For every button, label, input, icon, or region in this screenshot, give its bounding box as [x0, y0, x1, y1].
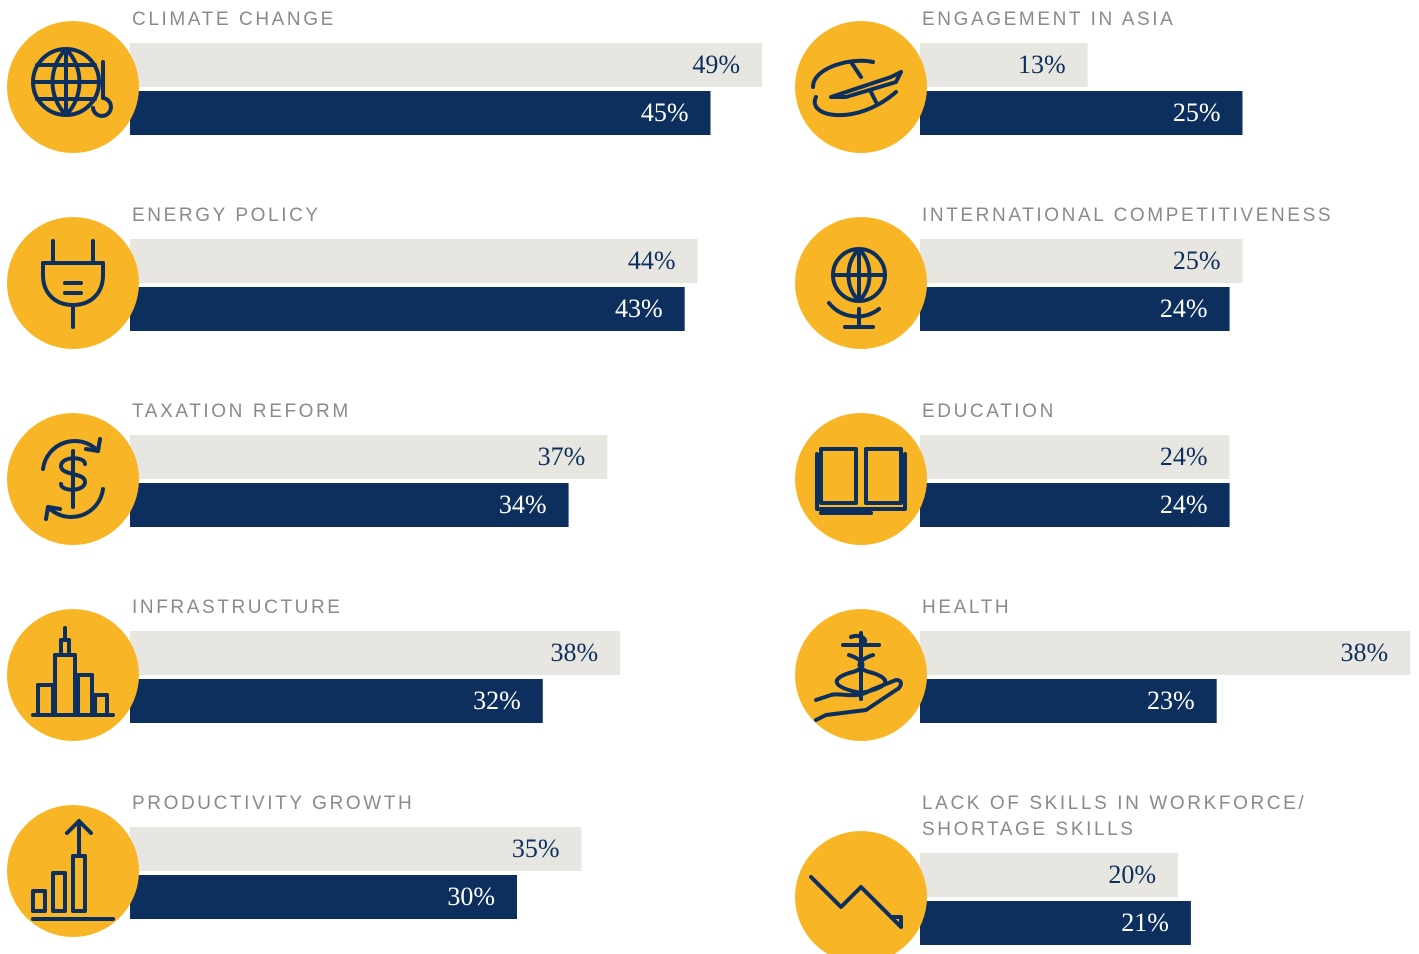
bar [130, 43, 763, 87]
value-label: 43% [615, 294, 663, 323]
icon-circle [7, 21, 139, 153]
bar [920, 287, 1230, 331]
value-label: 35% [511, 834, 560, 863]
value-label: 30% [447, 882, 495, 911]
value-label: 24% [1159, 490, 1208, 519]
bar [920, 435, 1230, 479]
bar [920, 43, 1088, 87]
panel-title: LACK OF SKILLS IN WORKFORCE/ SHORTAGE SK… [922, 793, 1307, 840]
bar [130, 91, 711, 135]
bar [130, 875, 517, 919]
bar [920, 483, 1230, 527]
value-label: 24% [1159, 294, 1208, 323]
icon-circle [795, 413, 927, 545]
bar [130, 631, 621, 675]
panel-title: INTERNATIONAL COMPETITIVENESS [922, 205, 1334, 226]
icon-shape [41, 239, 105, 329]
bar [920, 901, 1191, 945]
value-label: 25% [1172, 98, 1221, 127]
icon [814, 631, 903, 722]
value-label: 25% [1172, 246, 1221, 275]
bar [920, 679, 1217, 723]
panel-title: EDUCATION [922, 401, 1056, 422]
value-label: 45% [640, 98, 689, 127]
icon [815, 447, 907, 515]
bar [130, 239, 698, 283]
value-label: 23% [1147, 686, 1195, 715]
icon-shape [815, 447, 907, 515]
bar [130, 679, 543, 723]
panel-title: ENGAGEMENT IN ASIA [922, 9, 1176, 30]
bar [130, 287, 685, 331]
bar [130, 435, 608, 479]
icon-shape [811, 58, 903, 118]
panel-title: HEALTH [922, 597, 1012, 618]
bar [130, 483, 569, 527]
icon-shape [814, 631, 903, 722]
bar [920, 239, 1243, 283]
icon-shape [31, 626, 115, 717]
bar [920, 91, 1243, 135]
icon-shape [31, 819, 115, 921]
icon [41, 239, 105, 329]
value-label: 20% [1108, 860, 1156, 889]
icon [41, 437, 105, 521]
value-label: 44% [627, 246, 676, 275]
panel-title: TAXATION REFORM [132, 401, 351, 422]
value-label: 21% [1121, 908, 1169, 937]
value-label: 32% [473, 686, 521, 715]
icon [811, 58, 903, 118]
panel-title: CLIMATE CHANGE [132, 9, 336, 30]
icon [827, 247, 887, 329]
value-label: 38% [1340, 638, 1389, 667]
icon [809, 875, 903, 929]
value-label: 13% [1018, 50, 1066, 79]
icon-shape [827, 247, 887, 329]
value-label: 38% [550, 638, 599, 667]
icon-shape [31, 47, 113, 118]
value-label: 24% [1159, 442, 1208, 471]
value-label: 49% [692, 50, 741, 79]
icon [31, 47, 113, 118]
icon-circle [795, 831, 927, 954]
icon-shape [809, 875, 903, 929]
bar [920, 631, 1411, 675]
icon [31, 626, 115, 717]
value-label: 34% [498, 490, 547, 519]
panel-title: ENERGY POLICY [132, 205, 321, 226]
panel-title: PRODUCTIVITY GROWTH [132, 793, 415, 814]
icon [31, 819, 115, 921]
value-label: 37% [537, 442, 586, 471]
panel-title: INFRASTRUCTURE [132, 597, 343, 618]
icon-shape [41, 437, 105, 521]
bar [130, 827, 582, 871]
bar [920, 853, 1178, 897]
